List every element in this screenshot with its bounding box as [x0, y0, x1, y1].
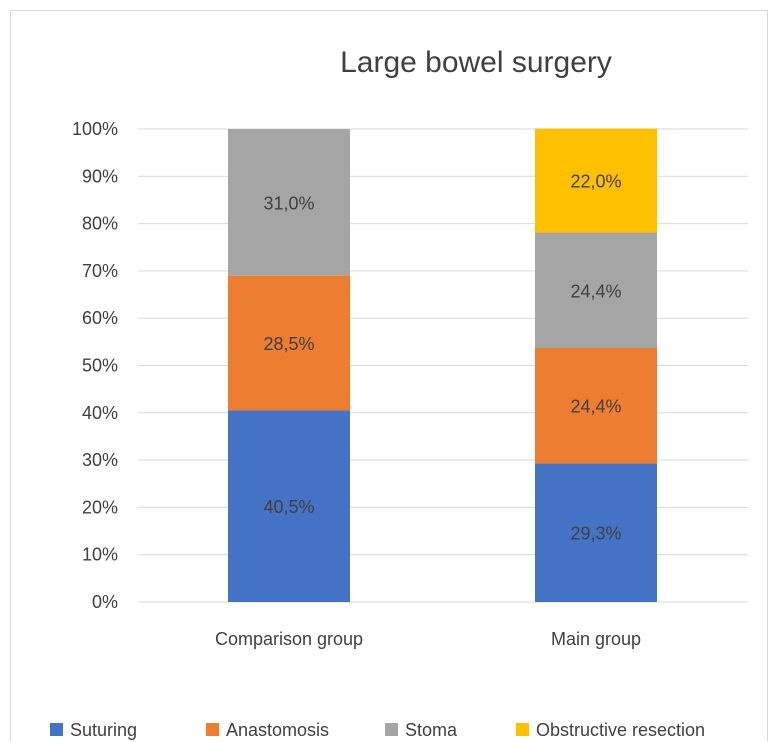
- data-label: 40,5%: [263, 497, 314, 517]
- legend: Suturing Anastomosis Stoma Obstructive rese…: [50, 720, 705, 740]
- legend-swatch: [206, 723, 219, 736]
- y-tick-label: 80%: [82, 214, 118, 234]
- y-tick-label: 70%: [82, 261, 118, 281]
- data-labels: 40,5% 28,5% 31,0% 29,3% 24,4% 24,4% 22,0%: [263, 172, 621, 544]
- data-label: 28,5%: [263, 334, 314, 354]
- legend-swatch: [385, 723, 398, 736]
- y-tick-label: 90%: [82, 166, 118, 186]
- legend-label: Suturing: [70, 720, 137, 740]
- y-axis-ticks: 0% 10% 20% 30% 40% 50% 60% 70% 80% 90% 100%: [72, 119, 118, 612]
- category-label: Main group: [551, 629, 641, 649]
- legend-label: Anastomosis: [226, 720, 329, 740]
- bar-segment: [228, 275, 350, 411]
- legend-swatch: [50, 723, 63, 736]
- legend-label: Stoma: [405, 720, 458, 740]
- bars: [228, 128, 657, 602]
- y-tick-label: 10%: [82, 545, 118, 565]
- legend-label: Obstructive resection: [536, 720, 705, 740]
- y-tick-label: 30%: [82, 450, 118, 470]
- category-label: Comparison group: [215, 629, 363, 649]
- data-label: 31,0%: [263, 193, 314, 213]
- bar-segment: [228, 410, 350, 602]
- y-tick-label: 50%: [82, 356, 118, 376]
- data-label: 24,4%: [570, 397, 621, 417]
- chart-title: Large bowel surgery: [340, 46, 612, 79]
- bar-segment: [535, 347, 657, 464]
- bar-segment: [535, 128, 657, 233]
- y-tick-label: 100%: [72, 119, 118, 139]
- data-label: 29,3%: [570, 524, 621, 544]
- bar-segment: [535, 463, 657, 602]
- legend-swatch: [516, 723, 529, 736]
- bar-segment: [228, 129, 350, 276]
- data-label: 24,4%: [570, 281, 621, 301]
- y-tick-label: 20%: [82, 497, 118, 517]
- y-tick-label: 0%: [92, 592, 118, 612]
- data-label: 22,0%: [570, 172, 621, 192]
- category-labels: Comparison group Main group: [215, 629, 641, 649]
- bar-segment: [535, 232, 657, 348]
- y-tick-label: 60%: [82, 308, 118, 328]
- y-tick-label: 40%: [82, 403, 118, 423]
